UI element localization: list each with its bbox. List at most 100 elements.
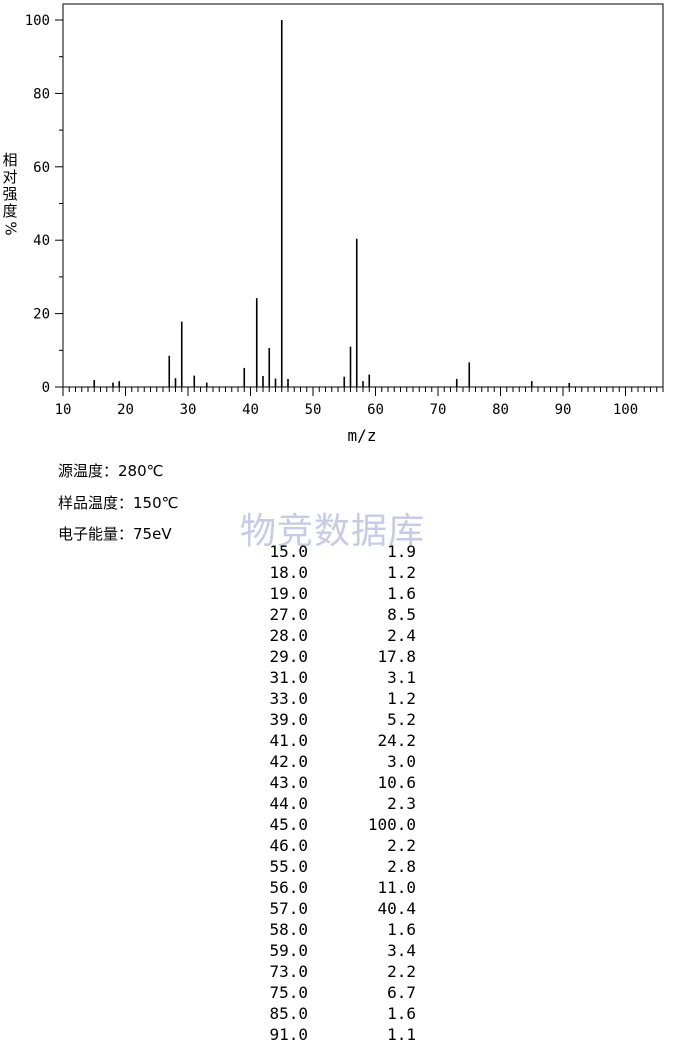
- peak-mz: 91.0: [269, 1025, 308, 1044]
- peak-abundance: 2.2: [387, 836, 416, 855]
- y-axis-label-char: 强: [2, 185, 18, 203]
- peak-mz: 56.0: [269, 878, 308, 897]
- x-tick-label: 20: [117, 402, 134, 418]
- y-tick-label: 40: [33, 233, 50, 249]
- peak-row: 28.0 2.4: [0, 626, 680, 647]
- peak-mz: 55.0: [269, 857, 308, 876]
- x-axis-label: m/z: [348, 426, 377, 445]
- peak-abundance: 1.6: [387, 584, 416, 603]
- peak-abundance: 11.0: [377, 878, 416, 897]
- peak-row: 18.0 1.2: [0, 563, 680, 584]
- peak-mz: 18.0: [269, 563, 308, 582]
- peak-row: 91.0 1.1: [0, 1025, 680, 1046]
- peak-row: 41.0 24.2: [0, 731, 680, 752]
- peak-row: 27.0 8.5: [0, 605, 680, 626]
- peak-row: 46.0 2.2: [0, 836, 680, 857]
- peak-row: 59.0 3.4: [0, 941, 680, 962]
- peak-row: 55.0 2.8: [0, 857, 680, 878]
- peak-abundance: 1.6: [387, 920, 416, 939]
- peak-row: 19.0 1.6: [0, 584, 680, 605]
- mass-spectrum-chart: 10 20 30 40 50 60 70 80 90 100 0 20 40 60 80 100 m/z: [25, 3, 664, 445]
- peak-abundance: 8.5: [387, 605, 416, 624]
- peak-mz: 42.0: [269, 752, 308, 771]
- peak-mz: 85.0: [269, 1004, 308, 1023]
- peak-abundance: 2.3: [387, 794, 416, 813]
- peak-mz: 43.0: [269, 773, 308, 792]
- peak-mz: 33.0: [269, 689, 308, 708]
- peak-mz: 39.0: [269, 710, 308, 729]
- peak-mz: 15.0: [269, 542, 308, 561]
- peak-table: 15.0 1.9 18.0 1.2 19.0 1.6 27.0 8.5 28.0 2.4 29.0 1…: [0, 542, 680, 1046]
- watermark: 物竞数据库: [240, 511, 426, 552]
- peak-abundance: 1.2: [387, 563, 416, 582]
- y-axis-label-char: 对: [2, 168, 18, 186]
- chart-axes: 10 20 30 40 50 60 70 80 90 100 0 20 40 60 80 100: [25, 3, 664, 418]
- peak-abundance: 40.4: [377, 899, 416, 918]
- peak-abundance: 1.6: [387, 1004, 416, 1023]
- peak-abundance: 100.0: [367, 815, 416, 834]
- peak-abundance: 6.7: [387, 983, 416, 1002]
- peak-row: 75.0 6.7: [0, 983, 680, 1004]
- peak-row: 45.0 100.0: [0, 815, 680, 836]
- x-tick-label: 30: [180, 402, 197, 418]
- y-axis-label-char: 度: [2, 202, 18, 220]
- sample-temperature: 样品温度：150℃: [58, 494, 179, 512]
- peak-row: 39.0 5.2: [0, 710, 680, 731]
- peak-mz: 45.0: [269, 815, 308, 834]
- peak-mz: 27.0: [269, 605, 308, 624]
- peak-abundance: 24.2: [377, 731, 416, 750]
- peak-mz: 28.0: [269, 626, 308, 645]
- peak-abundance: 1.9: [387, 542, 416, 561]
- peak-abundance: 3.0: [387, 752, 416, 771]
- y-tick-label: 0: [42, 380, 50, 396]
- peak-row: 33.0 1.2: [0, 689, 680, 710]
- peak-abundance: 1.2: [387, 689, 416, 708]
- peak-abundance: 3.4: [387, 941, 416, 960]
- x-tick-label: 100: [613, 402, 638, 418]
- peak-row: 56.0 11.0: [0, 878, 680, 899]
- peak-mz: 44.0: [269, 794, 308, 813]
- peak-row: 43.0 10.6: [0, 773, 680, 794]
- y-axis-label-char: %: [1, 221, 20, 236]
- x-tick-label: 50: [305, 402, 322, 418]
- peak-mz: 59.0: [269, 941, 308, 960]
- electron-energy: 电子能量：75eV: [58, 525, 172, 543]
- x-tick-label: 40: [242, 402, 259, 418]
- peak-row: 42.0 3.0: [0, 752, 680, 773]
- peak-mz: 73.0: [269, 962, 308, 981]
- plot-frame: [62, 3, 664, 388]
- peak-mz: 46.0: [269, 836, 308, 855]
- peak-abundance: 2.4: [387, 626, 416, 645]
- peak-abundance: 1.1: [387, 1025, 416, 1044]
- source-temperature: 源温度：280℃: [58, 462, 164, 480]
- y-tick-label: 80: [33, 86, 50, 102]
- x-tick-label: 60: [367, 402, 384, 418]
- peak-row: 57.0 40.4: [0, 899, 680, 920]
- peak-abundance: 2.8: [387, 857, 416, 876]
- peak-row: 58.0 1.6: [0, 920, 680, 941]
- peak-row: 73.0 2.2: [0, 962, 680, 983]
- peak-mz: 75.0: [269, 983, 308, 1002]
- peak-row: 31.0 3.1: [0, 668, 680, 689]
- y-axis-label-char: 相: [2, 151, 18, 169]
- peak-mz: 58.0: [269, 920, 308, 939]
- peak-row: 15.0 1.9: [0, 542, 680, 563]
- peak-abundance: 2.2: [387, 962, 416, 981]
- x-tick-label: 90: [555, 402, 572, 418]
- peak-mz: 29.0: [269, 647, 308, 666]
- peak-row: 44.0 2.3: [0, 794, 680, 815]
- y-axis-label: 相对强度%: [0, 152, 20, 237]
- peak-mz: 19.0: [269, 584, 308, 603]
- y-tick-label: 20: [33, 307, 50, 323]
- x-tick-label: 10: [55, 402, 72, 418]
- peak-abundance: 3.1: [387, 668, 416, 687]
- y-tick-label: 100: [25, 13, 50, 29]
- peak-abundance: 10.6: [377, 773, 416, 792]
- peak-abundance: 17.8: [377, 647, 416, 666]
- peak-row: 85.0 1.6: [0, 1004, 680, 1025]
- x-tick-label: 80: [492, 402, 509, 418]
- peak-mz: 31.0: [269, 668, 308, 687]
- chart-bars: [93, 20, 571, 387]
- x-tick-label: 70: [430, 402, 447, 418]
- y-tick-label: 60: [33, 160, 50, 176]
